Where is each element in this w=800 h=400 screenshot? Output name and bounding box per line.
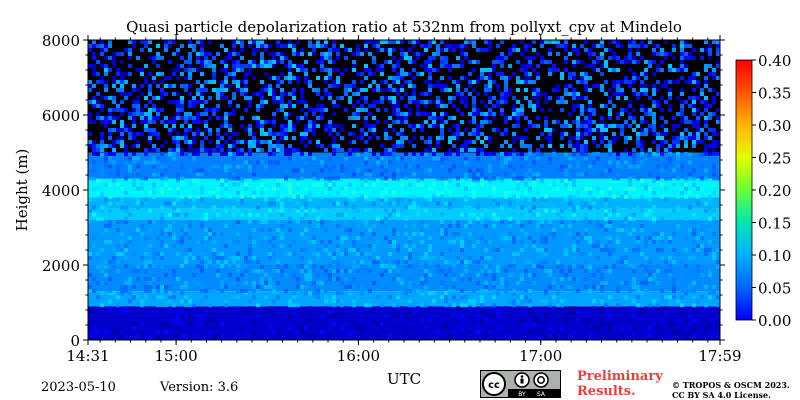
y-axis-label: Height (m)	[13, 149, 31, 232]
y-tick-label: 4000	[42, 182, 80, 200]
x-axis-label: UTC	[387, 370, 421, 388]
colorbar-axis: 0.00 0.05 0.10 0.15 0.20 0.25 0.30 0.35 0.40	[752, 52, 791, 330]
x-tick-label: 17:59	[698, 347, 741, 365]
heatmap-layer-5	[88, 197, 720, 209]
colorbar-tick-label: 0.35	[758, 85, 791, 103]
x-tick-label: 15:00	[154, 347, 197, 365]
preliminary-line-2: Results.	[577, 384, 636, 399]
x-tick-label: 17:00	[519, 347, 562, 365]
x-tick-label: 14:31	[66, 347, 109, 365]
y-tick-label: 0	[70, 332, 80, 350]
colorbar-tick-label: 0.25	[758, 150, 791, 168]
y-tick-label: 8000	[42, 32, 80, 50]
colorbar	[735, 59, 753, 321]
x-tick-label: 16:00	[337, 347, 380, 365]
chart-title: Quasi particle depolarization ratio at 5…	[126, 18, 682, 36]
y-tick-label: 6000	[42, 107, 80, 125]
x-axis: 14:31 15:00 16:00 17:00 17:59	[66, 35, 742, 365]
colorbar-tick-label: 0.10	[758, 247, 791, 265]
preliminary-line-1: Preliminary	[577, 369, 663, 384]
colorbar-tick-label: 0.05	[758, 280, 791, 298]
heatmap-texture	[88, 40, 720, 340]
y-tick-label: 2000	[42, 257, 80, 275]
heatmap-layer-4	[88, 208, 720, 220]
version-label: Version: 3.6	[160, 380, 239, 395]
copyright-notice: © TROPOS & OSCM 2023. CC BY SA 4.0 Licen…	[672, 380, 790, 400]
y-axis: 0 2000 4000 6000 8000	[42, 32, 725, 350]
colorbar-tick-label: 0.00	[758, 312, 791, 330]
cc-sa-label: SA	[537, 391, 546, 398]
colorbar-tick-label: 0.40	[758, 52, 791, 70]
heatmap-area	[88, 40, 720, 340]
colorbar-tick-label: 0.20	[758, 182, 791, 200]
cc-by-label: BY	[518, 391, 526, 398]
preliminary-results-label: Preliminary Results.	[577, 369, 663, 399]
copyright-line-1: © TROPOS & OSCM 2023.	[672, 380, 790, 390]
colorbar-tick-label: 0.30	[758, 117, 791, 135]
cc-license-icon: cc BY SA	[480, 370, 561, 398]
copyright-line-2: CC BY SA 4.0 License.	[672, 390, 771, 400]
date-label: 2023-05-10	[41, 380, 116, 395]
colorbar-tick-label: 0.15	[758, 215, 791, 233]
